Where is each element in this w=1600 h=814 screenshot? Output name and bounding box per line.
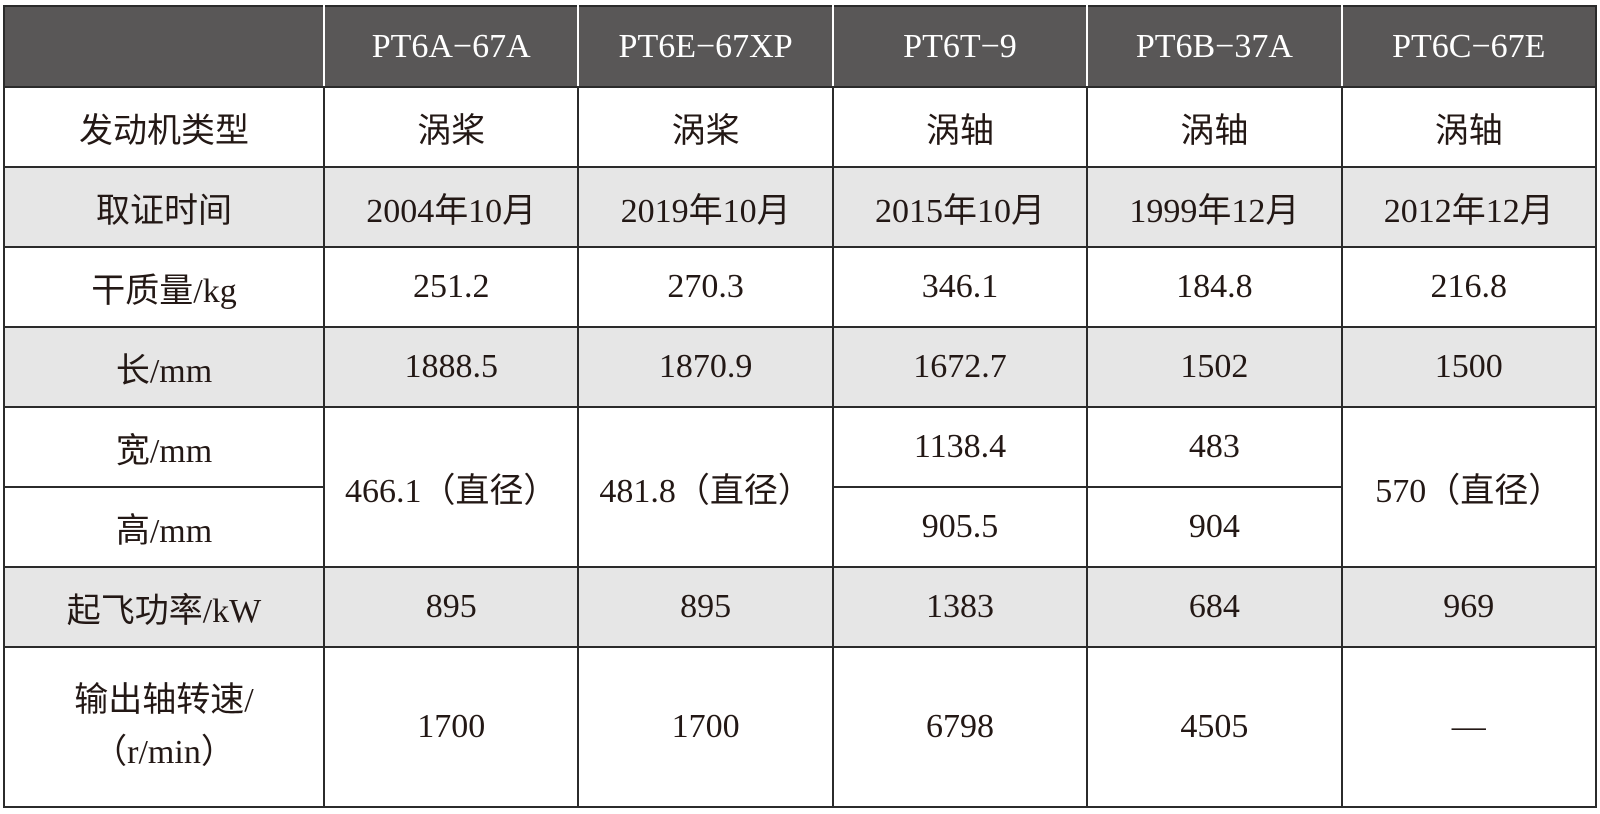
- cell: 1700: [577, 646, 834, 808]
- cell: 1870.9: [577, 326, 834, 408]
- row-label: 取证时间: [3, 166, 325, 248]
- cell: 895: [577, 566, 834, 648]
- row: 发动机类型 涡桨 涡桨 涡轴 涡轴 涡轴: [3, 86, 1598, 168]
- cell: 1888.5: [322, 326, 580, 408]
- header-cell: PT6T−9: [831, 5, 1089, 88]
- cell: —: [1340, 646, 1598, 808]
- corner-cell: [3, 5, 325, 88]
- header-cell: PT6C−67E: [1340, 5, 1598, 88]
- cell: 2015年10月: [831, 166, 1089, 248]
- cell: 涡桨: [322, 86, 580, 168]
- label-line: （r/min）: [93, 734, 235, 771]
- header-cell: PT6E−67XP: [577, 5, 834, 88]
- cell: 1500: [1340, 326, 1598, 408]
- row: 取证时间 2004年10月 2019年10月 2015年10月 1999年12月…: [3, 166, 1598, 248]
- cell: 184.8: [1086, 246, 1343, 328]
- cell: 1502: [1086, 326, 1343, 408]
- row-label: 输出轴转速/ （r/min）: [3, 646, 325, 808]
- cell: 270.3: [577, 246, 834, 328]
- cell: 895: [322, 566, 580, 648]
- header-row: PT6A−67A PT6E−67XP PT6T−9 PT6B−37A PT6C−…: [3, 5, 1598, 88]
- row-label: 高/mm: [3, 486, 325, 568]
- cell: 1138.4: [831, 406, 1089, 488]
- cell: 4505: [1086, 646, 1343, 808]
- cell: 6798: [831, 646, 1089, 808]
- row-label: 起飞功率/kW: [3, 566, 325, 648]
- cell: 346.1: [831, 246, 1089, 328]
- spec-table: PT6A−67A PT6E−67XP PT6T−9 PT6B−37A PT6C−…: [3, 5, 1598, 808]
- cell: 1672.7: [831, 326, 1089, 408]
- merged-cell: 570（直径）: [1340, 406, 1598, 568]
- cell: 涡桨: [577, 86, 834, 168]
- label-line: 输出轴转速/: [74, 682, 254, 719]
- row-label: 干质量/kg: [3, 246, 325, 328]
- cell: 216.8: [1340, 246, 1598, 328]
- cell: 905.5: [831, 486, 1089, 568]
- row: 干质量/kg 251.2 270.3 346.1 184.8 216.8: [3, 246, 1598, 328]
- merged-cell: 466.1（直径）: [322, 406, 580, 568]
- cell: 涡轴: [1086, 86, 1343, 168]
- cell: 483: [1086, 406, 1343, 488]
- cell: 2019年10月: [577, 166, 834, 248]
- row-label: 宽/mm: [3, 406, 325, 488]
- cell: 1999年12月: [1086, 166, 1343, 248]
- row: 高/mm 905.5 904: [3, 486, 1596, 568]
- cell: 969: [1340, 566, 1598, 648]
- cell: 1383: [831, 566, 1089, 648]
- row-label: 发动机类型: [3, 86, 325, 168]
- row: 起飞功率/kW 895 895 1383 684 969: [3, 566, 1598, 648]
- cell: 涡轴: [831, 86, 1089, 168]
- cell: 涡轴: [1340, 86, 1598, 168]
- row-label: 长/mm: [3, 326, 325, 408]
- row: 输出轴转速/ （r/min） 1700 1700 6798 4505 —: [3, 646, 1598, 808]
- cell: 2004年10月: [322, 166, 580, 248]
- cell: 904: [1086, 486, 1343, 568]
- cell: 1700: [322, 646, 580, 808]
- cell: 251.2: [322, 246, 580, 328]
- row: 长/mm 1888.5 1870.9 1672.7 1502 1500: [3, 326, 1598, 408]
- cell: 2012年12月: [1340, 166, 1598, 248]
- header-cell: PT6B−37A: [1086, 5, 1343, 88]
- row: 宽/mm 466.1（直径） 481.8（直径） 1138.4 483 570（…: [3, 406, 1598, 568]
- cell: 684: [1086, 566, 1343, 648]
- merged-cell: 481.8（直径）: [577, 406, 834, 568]
- header-cell: PT6A−67A: [322, 5, 580, 88]
